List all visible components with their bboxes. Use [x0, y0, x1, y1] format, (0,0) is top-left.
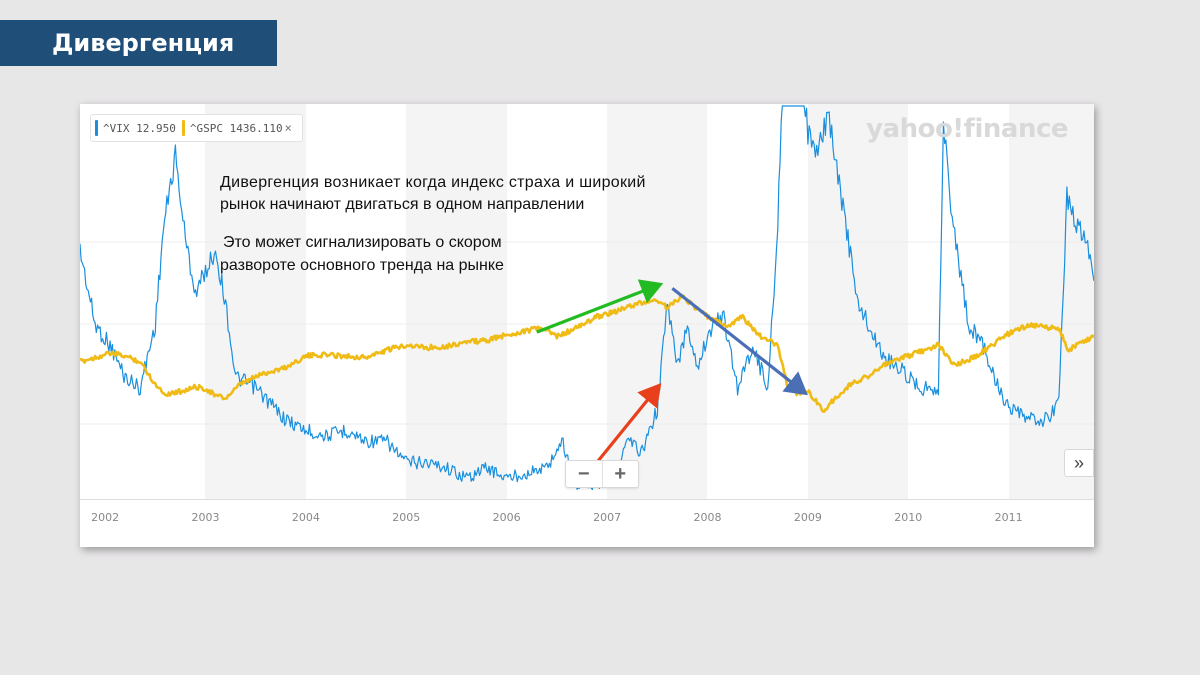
x-tick-label: 2002: [91, 511, 120, 524]
vix-color-marker: [95, 120, 98, 136]
gspc-color-marker: [181, 120, 185, 136]
legend-vix-label: ^VIX 12.950: [103, 121, 176, 135]
chart-card: 2002 2003 2004 2005 2006 2007 2008 2009 2010 2011…: [80, 104, 1094, 547]
legend-item-gspc[interactable]: ^GSPC 1436.110 ×: [181, 120, 292, 136]
year-band: [406, 104, 507, 499]
x-tick-label: 2009: [793, 511, 822, 524]
x-axis-line: [80, 499, 1094, 500]
x-tick-label: 2006: [492, 511, 521, 524]
x-tick-label: 2010: [894, 511, 923, 524]
x-tick-label: 2005: [392, 511, 421, 524]
x-tick-label: 2011: [994, 511, 1023, 524]
year-band: [205, 104, 306, 499]
year-band: [1008, 104, 1094, 499]
annotation-arrow: [671, 287, 808, 396]
x-tick-label: 2004: [291, 511, 320, 524]
annotation-arrow: [536, 279, 664, 334]
close-icon[interactable]: ×: [284, 121, 292, 135]
annotation-line-3: Это может сигнализировать о скором: [223, 234, 502, 251]
legend: ^VIX 12.950 ^GSPC 1436.110 ×: [90, 114, 303, 142]
slide-title-box: Дивергенция: [0, 20, 277, 66]
yahoo-finance-logo: yahoo!finance: [866, 114, 1068, 144]
legend-item-vix[interactable]: ^VIX 12.950: [95, 120, 176, 136]
x-tick-label: 2003: [191, 511, 220, 524]
annotation-line-4: развороте основного тренда на рынке: [220, 257, 504, 274]
zoom-out-button[interactable]: −: [577, 462, 590, 485]
chart-plot-area[interactable]: [80, 104, 1094, 499]
slide-title: Дивергенция: [52, 29, 235, 57]
gspc-series-line: [80, 294, 1094, 413]
x-tick-label: 2008: [693, 511, 722, 524]
annotation-line-2: рынок начинают двигаться в одном направл…: [220, 196, 585, 213]
zoom-controls: − +: [565, 460, 639, 488]
scroll-right-button[interactable]: »: [1064, 449, 1094, 477]
vix-series-line: [80, 105, 1094, 490]
legend-gspc-label: ^GSPC 1436.110: [189, 121, 283, 135]
annotation-line-1: Дивергенция возникает когда индекс страх…: [220, 174, 646, 191]
x-tick-label: 2007: [593, 511, 622, 524]
annotation-arrow: [595, 383, 662, 464]
zoom-in-button[interactable]: +: [601, 461, 639, 487]
